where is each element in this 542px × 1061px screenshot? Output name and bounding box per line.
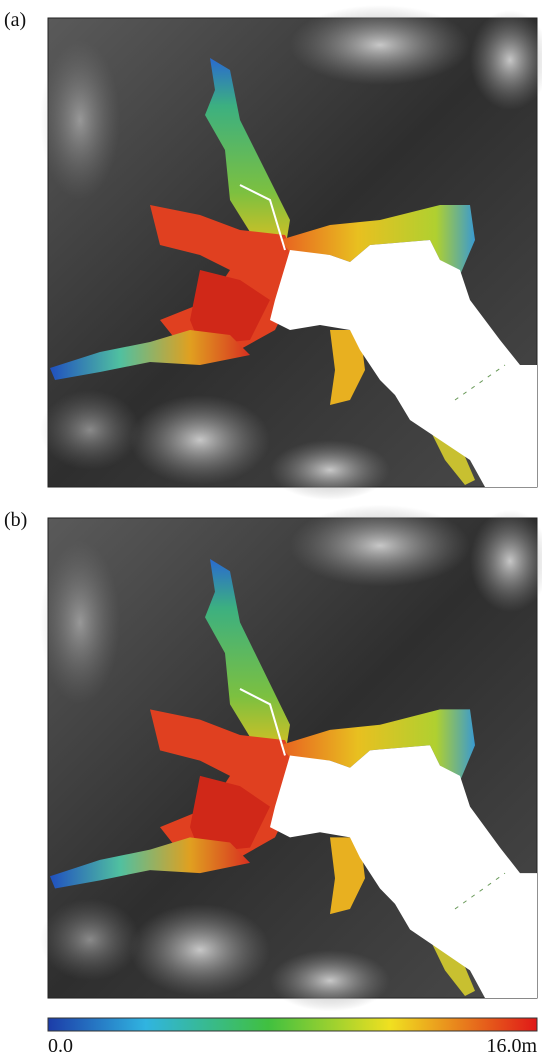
colorbar [48,1018,537,1031]
colorbar-max-label: 16.0m [486,1035,537,1057]
panel-label: (a) [4,9,26,31]
map-panel [40,5,542,500]
figure: (a) (b) 0.0 16.0m [0,0,542,1061]
panel-label: (b) [4,509,27,531]
map-panel [40,505,542,1012]
colorbar-min-label: 0.0 [48,1035,73,1057]
